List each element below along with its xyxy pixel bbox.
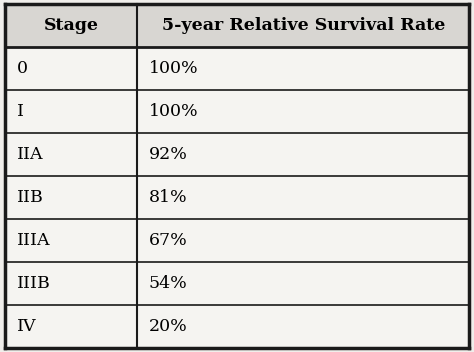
Text: 81%: 81%	[149, 189, 188, 206]
Text: IIB: IIB	[17, 189, 43, 206]
Text: 20%: 20%	[149, 319, 188, 335]
Text: Stage: Stage	[44, 17, 99, 33]
Text: 100%: 100%	[149, 103, 199, 120]
Text: IIIA: IIIA	[17, 232, 50, 249]
Text: IIIB: IIIB	[17, 275, 50, 292]
Text: 92%: 92%	[149, 146, 188, 163]
Text: IIA: IIA	[17, 146, 43, 163]
Text: 54%: 54%	[149, 275, 188, 292]
Text: 0: 0	[17, 60, 27, 77]
Text: 100%: 100%	[149, 60, 199, 77]
Bar	[5, 47, 469, 348]
Text: IV: IV	[17, 319, 36, 335]
Text: 5-year Relative Survival Rate: 5-year Relative Survival Rate	[162, 17, 445, 33]
Text: 67%: 67%	[149, 232, 188, 249]
Text: I: I	[17, 103, 24, 120]
Bar	[5, 4, 469, 47]
